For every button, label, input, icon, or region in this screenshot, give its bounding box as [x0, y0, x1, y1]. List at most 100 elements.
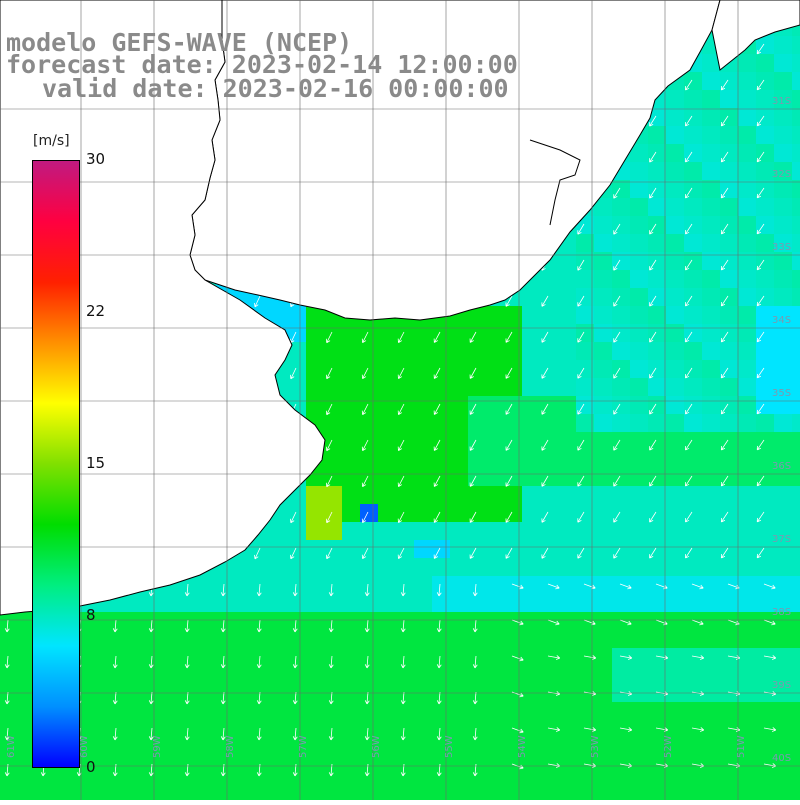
wind-speed-cell — [576, 612, 594, 630]
wind-speed-cell — [126, 594, 144, 612]
wind-speed-cell — [648, 126, 666, 144]
wind-speed-cell — [558, 270, 576, 288]
wind-arrow — [541, 547, 549, 559]
wind-speed-cell — [180, 666, 198, 684]
wind-speed-cell — [288, 774, 306, 792]
wind-speed-cell — [432, 756, 450, 774]
wind-speed-cell — [684, 486, 702, 504]
wind-speed-cell — [612, 180, 630, 198]
wind-arrow — [511, 691, 524, 698]
wind-speed-cell — [522, 342, 540, 360]
wind-arrow — [220, 619, 226, 633]
wind-speed-cell — [666, 144, 684, 162]
wind-speed-cell — [630, 180, 648, 198]
wind-arrow — [547, 619, 560, 626]
wind-speed-cell — [324, 522, 342, 540]
wind-speed-cell — [378, 666, 396, 684]
wind-speed-cell — [684, 792, 702, 805]
wind-speed-cell — [756, 756, 774, 774]
wind-speed-cell — [450, 396, 468, 414]
wind-speed-cell — [756, 270, 774, 288]
wind-speed-cell — [396, 360, 414, 378]
wind-speed-cell — [756, 342, 774, 360]
wind-speed-cell — [576, 504, 594, 522]
wind-arrow — [756, 367, 765, 379]
wind-speed-cell — [468, 612, 486, 630]
wind-speed-cell — [756, 450, 774, 468]
wind-speed-cell — [522, 756, 540, 774]
wind-speed-cell — [144, 612, 162, 630]
wind-speed-cell — [738, 630, 756, 648]
wind-speed-cell — [450, 792, 468, 805]
wind-speed-cell — [558, 738, 576, 756]
wind-speed-cell — [774, 180, 792, 198]
wind-speed-cell — [702, 108, 720, 126]
wind-speed-cell — [792, 90, 800, 108]
wind-speed-cell — [648, 432, 666, 450]
wind-speed-cell — [684, 216, 702, 234]
wind-speed-cell — [702, 666, 720, 684]
wind-speed-cell — [162, 630, 180, 648]
wind-speed-cell — [432, 702, 450, 720]
wind-speed-cell — [342, 792, 360, 805]
wind-arrow — [613, 187, 621, 199]
wind-speed-cell — [594, 558, 612, 576]
wind-speed-cell — [774, 126, 792, 144]
wind-arrow — [148, 691, 154, 705]
wind-speed-cell — [666, 414, 684, 432]
wind-arrow — [649, 475, 657, 487]
wind-speed-cell — [702, 180, 720, 198]
wind-speed-cell — [612, 522, 630, 540]
longitude-label: 56W — [371, 735, 382, 758]
wind-arrow — [469, 367, 477, 379]
wind-speed-cell — [702, 594, 720, 612]
wind-speed-cell — [468, 774, 486, 792]
wind-speed-cell — [288, 648, 306, 666]
wind-speed-cell — [198, 648, 216, 666]
wind-speed-cell — [360, 360, 378, 378]
wind-speed-cell — [702, 432, 720, 450]
wind-speed-cell — [558, 558, 576, 576]
wind-speed-cell — [702, 126, 720, 144]
wind-speed-cell — [414, 594, 432, 612]
wind-speed-cell — [468, 486, 486, 504]
wind-speed-cell — [576, 378, 594, 396]
wind-speed-cell — [684, 360, 702, 378]
wind-speed-cell — [702, 756, 720, 774]
wind-speed-cell — [594, 702, 612, 720]
wind-arrow — [613, 331, 621, 343]
wind-speed-cell — [450, 630, 468, 648]
wind-speed-cell — [396, 396, 414, 414]
latitude-label: 39S — [772, 680, 791, 691]
wind-speed-cell — [738, 288, 756, 306]
wind-speed-cell — [576, 558, 594, 576]
wind-speed-cell — [756, 576, 774, 594]
wind-arrow — [649, 223, 657, 235]
wind-speed-cell — [360, 486, 378, 504]
wind-arrow — [184, 691, 190, 705]
wind-speed-cell — [684, 612, 702, 630]
wind-speed-cell — [144, 666, 162, 684]
wind-speed-cell — [198, 702, 216, 720]
wind-speed-cell — [738, 594, 756, 612]
wind-arrow — [364, 727, 370, 741]
wind-speed-cell — [648, 738, 666, 756]
wind-speed-cell — [450, 702, 468, 720]
wind-speed-cell — [684, 342, 702, 360]
wind-speed-cell — [306, 558, 324, 576]
wind-speed-cell — [378, 432, 396, 450]
wind-speed-cell — [432, 432, 450, 450]
wind-speed-cell — [378, 792, 396, 805]
wind-speed-cell — [36, 792, 54, 805]
longitude-label: 52W — [663, 735, 674, 758]
wind-speed-cell — [792, 198, 800, 216]
wind-speed-cell — [720, 648, 738, 666]
wind-arrow — [290, 511, 297, 524]
wind-arrow — [756, 187, 765, 199]
wind-speed-cell — [270, 738, 288, 756]
wind-speed-cell — [702, 774, 720, 792]
wind-speed-cell — [738, 540, 756, 558]
wind-arrow — [4, 655, 10, 669]
wind-speed-cell — [738, 450, 756, 468]
wind-speed-cell — [666, 396, 684, 414]
